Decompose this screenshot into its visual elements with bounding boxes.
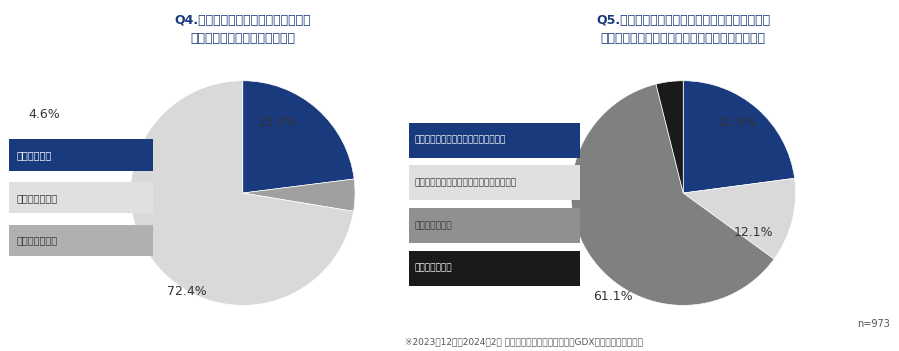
Text: 4.6%: 4.6%	[29, 108, 60, 121]
Text: 12.1%: 12.1%	[734, 226, 773, 239]
Text: 23.0%: 23.0%	[257, 116, 297, 130]
Title: Q5.コンプライアンス・倫理に関する自社の方針
を従業員が確認できる場所に開示していますか。: Q5.コンプライアンス・倫理に関する自社の方針 を従業員が確認できる場所に開示し…	[596, 14, 770, 45]
FancyBboxPatch shape	[9, 182, 153, 213]
FancyBboxPatch shape	[409, 166, 580, 200]
Text: 72.4%: 72.4%	[166, 285, 207, 298]
Wedge shape	[243, 179, 355, 211]
FancyBboxPatch shape	[409, 251, 580, 286]
Wedge shape	[683, 178, 796, 259]
Text: 提供していない: 提供していない	[16, 193, 58, 203]
FancyBboxPatch shape	[409, 208, 580, 243]
Text: GDX: GDX	[27, 12, 71, 30]
FancyBboxPatch shape	[409, 123, 580, 158]
Text: GDXリサーチ研究所: GDXリサーチ研究所	[76, 14, 157, 28]
Text: 作成しており、従業員へ開示している: 作成しており、従業員へ開示している	[414, 136, 505, 145]
FancyBboxPatch shape	[9, 139, 153, 171]
Wedge shape	[683, 81, 795, 193]
Title: Q4.コンプライアンス・倫理に関する
研修機会を提供していますか。: Q4.コンプライアンス・倫理に関する 研修機会を提供していますか。	[174, 14, 311, 45]
FancyBboxPatch shape	[9, 225, 153, 256]
Text: ※2023年12月〜2024年2月 全国の中小企業経営者対象　GDXリサーチ研究所調べ: ※2023年12月〜2024年2月 全国の中小企業経営者対象 GDXリサーチ研究…	[405, 337, 643, 346]
Wedge shape	[130, 81, 353, 305]
Text: 22.9%: 22.9%	[717, 116, 757, 130]
Text: 作成しているが、従業員へ開示していない: 作成しているが、従業員へ開示していない	[414, 178, 516, 187]
Text: 提供している: 提供している	[16, 150, 51, 160]
Text: 把握していない: 把握していない	[414, 264, 452, 273]
Text: 61.1%: 61.1%	[593, 290, 633, 304]
Text: n=973: n=973	[857, 319, 890, 329]
Wedge shape	[656, 81, 683, 193]
Wedge shape	[571, 84, 774, 305]
Text: 作成していない: 作成していない	[414, 221, 452, 230]
Text: 把握していない: 把握していない	[16, 236, 58, 245]
Wedge shape	[243, 81, 354, 193]
Text: 3.9%: 3.9%	[541, 122, 573, 135]
